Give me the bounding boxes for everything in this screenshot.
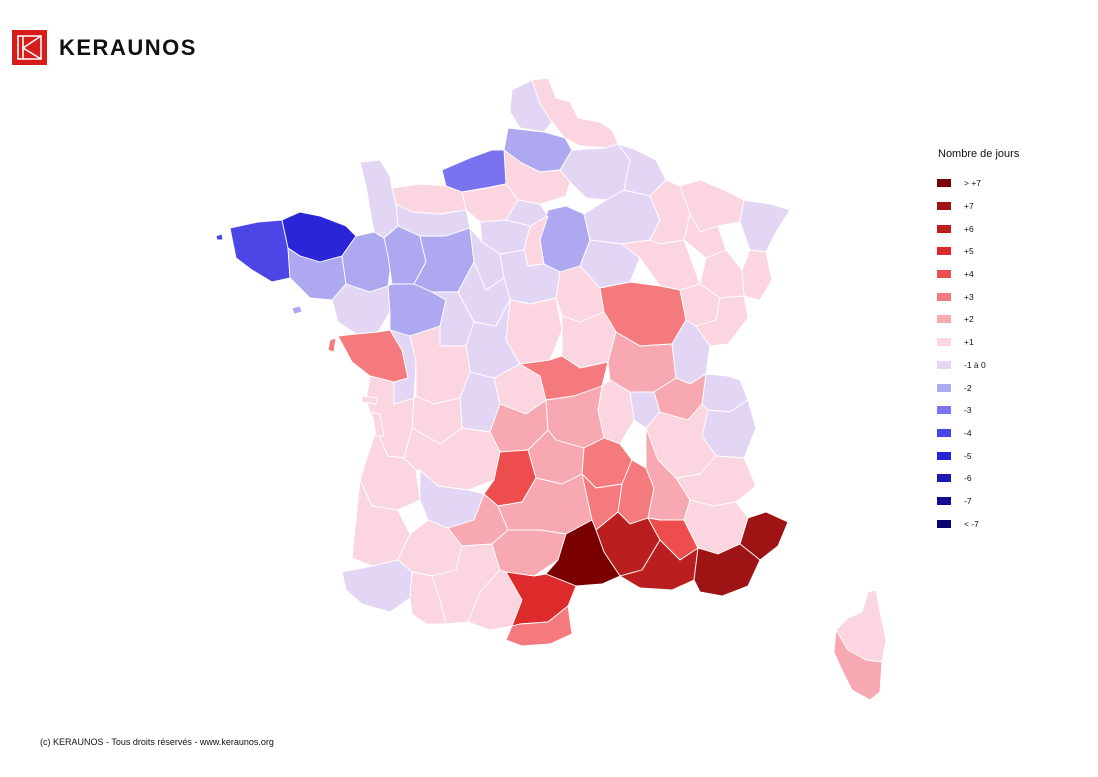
dept-nord <box>531 77 619 149</box>
legend-swatch <box>937 383 951 392</box>
dept-var <box>693 543 761 597</box>
legend-label: -4 <box>964 427 972 438</box>
legend-swatch <box>937 428 951 437</box>
dept-loire-atlantique <box>331 283 391 335</box>
legend-item: +1 <box>937 331 1019 354</box>
legend-label: +5 <box>964 246 974 257</box>
legend-item: < -7 <box>937 512 1019 535</box>
brand-logo: KERAUNOS <box>12 30 197 65</box>
legend-item: -4 <box>937 422 1019 445</box>
legend-swatch <box>937 519 951 528</box>
copyright-footer: (c) KERAUNOS - Tous droits réservés - ww… <box>40 737 274 747</box>
legend-item: -3 <box>937 399 1019 422</box>
legend-label: +3 <box>964 291 974 302</box>
dept-aisne <box>559 143 631 201</box>
legend-swatch <box>937 406 951 415</box>
legend-label: -2 <box>964 382 972 393</box>
legend-item: +5 <box>937 240 1019 263</box>
legend-swatch <box>937 270 951 279</box>
dept-pas-de-calais <box>509 79 553 133</box>
legend-label: +1 <box>964 337 974 348</box>
legend-item: +6 <box>937 217 1019 240</box>
legend-label: -3 <box>964 405 972 416</box>
brand-name: KERAUNOS <box>59 34 197 60</box>
legend-label: +4 <box>964 269 974 280</box>
island-belle-ile <box>291 305 303 315</box>
legend-item: -6 <box>937 467 1019 490</box>
legend-swatch <box>937 179 951 188</box>
island-ushant <box>215 233 224 241</box>
legend-item: +4 <box>937 263 1019 286</box>
legend-item: +7 <box>937 195 1019 218</box>
dept-manche <box>359 159 399 239</box>
legend-swatch <box>937 315 951 324</box>
map-legend: Nombre de jours > +7 +7 +6 +5 +4 +3 +2 +1 -1 à 0… <box>937 148 1019 535</box>
legend-item: +3 <box>937 285 1019 308</box>
legend-swatch <box>937 474 951 483</box>
island-re <box>361 395 379 405</box>
legend-label: +6 <box>964 223 974 234</box>
legend-swatch <box>937 292 951 301</box>
dept-dordogne <box>403 427 501 491</box>
legend-label: +7 <box>964 201 974 212</box>
legend-item: -5 <box>937 444 1019 467</box>
dept-hautes-pyrenees <box>409 571 447 625</box>
legend-item: -1 à 0 <box>937 354 1019 377</box>
legend-item: -2 <box>937 376 1019 399</box>
legend-item: -7 <box>937 490 1019 513</box>
legend-label: -5 <box>964 450 972 461</box>
legend-swatch <box>937 247 951 256</box>
dept-haut-rhin <box>741 249 773 301</box>
legend-item: +2 <box>937 308 1019 331</box>
legend-label: +2 <box>964 314 974 325</box>
legend-swatch <box>937 338 951 347</box>
legend-title: Nombre de jours <box>938 148 1020 160</box>
legend-label: > +7 <box>964 178 982 189</box>
legend-swatch <box>937 202 951 211</box>
legend-label: < -7 <box>964 518 979 529</box>
legend-swatch <box>937 224 951 233</box>
island-noirmoutier <box>327 337 337 353</box>
legend-swatch <box>937 451 951 460</box>
legend-label: -1 à 0 <box>964 359 986 370</box>
dept-pyrenees-orientales <box>505 605 573 647</box>
legend-item: > +7 <box>937 172 1019 195</box>
legend-label: -7 <box>964 495 972 506</box>
logo-mark-icon <box>12 30 47 65</box>
dept-bas-rhin <box>739 199 791 253</box>
dept-allier <box>519 355 609 401</box>
legend-swatch <box>937 496 951 505</box>
legend-label: -6 <box>964 473 972 484</box>
dept-pyrenees-atlantiques <box>341 559 413 613</box>
dept-corse-du-sud <box>833 629 883 701</box>
dept-nievre <box>561 311 617 369</box>
legend-items: > +7 +7 +6 +5 +4 +3 +2 +1 -1 à 0 -2 -3 -4 -5 -6 -7 < -7 <box>937 172 1019 535</box>
island-oleron <box>371 411 385 437</box>
dept-finistere <box>229 219 291 283</box>
legend-swatch <box>937 360 951 369</box>
